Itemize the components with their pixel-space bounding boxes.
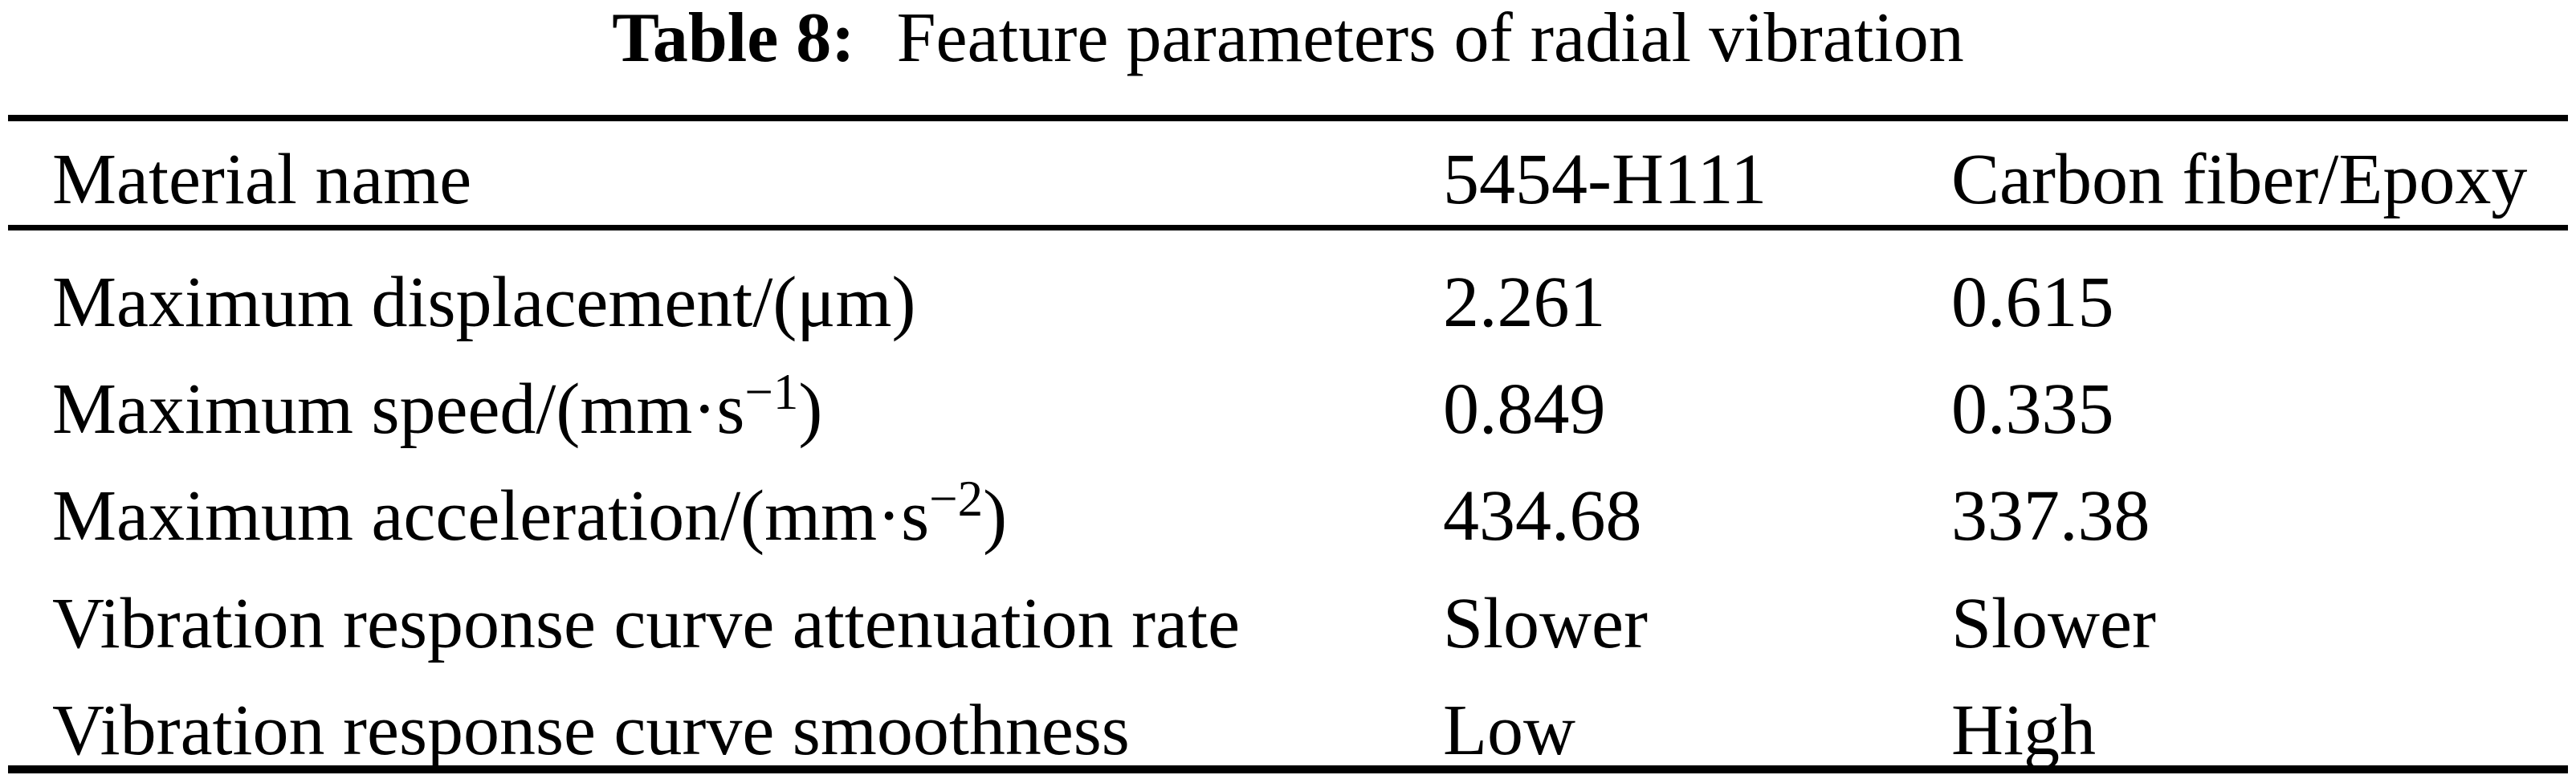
value-5454-h111: 434.68: [1443, 476, 1642, 557]
table-row-max-acceleration: Maximum acceleration/(mm·s−2) 434.68 337…: [8, 444, 2568, 557]
table-caption-text: Feature parameters of radial vibration: [896, 0, 1964, 77]
table-header-rule: [8, 225, 2568, 230]
table-row-attenuation-rate: Vibration response curve attenuation rat…: [8, 552, 2568, 663]
table-caption: Table 8: Feature parameters of radial vi…: [0, 0, 2576, 115]
row-label-superscript: −2: [929, 471, 984, 528]
value-5454-h111: Low: [1443, 690, 1575, 770]
header-material-name: Material name: [52, 140, 472, 219]
value-5454-h111: 0.849: [1443, 369, 1606, 450]
header-material-5454-h111: 5454-H111: [1443, 140, 1767, 219]
table-bottom-rule: [8, 765, 2568, 773]
row-label: Vibration response curve attenuation rat…: [8, 584, 1443, 663]
row-label-text: Vibration response curve smoothness: [52, 690, 1130, 770]
row-label-suffix: ): [798, 369, 823, 450]
row-label-suffix: ): [983, 476, 1008, 557]
table-row-smoothness: Vibration response curve smoothness Low …: [8, 659, 2568, 770]
row-label-text: Maximum displacement/(μm): [52, 263, 916, 343]
row-label-text: Vibration response curve attenuation rat…: [52, 583, 1241, 663]
row-label: Vibration response curve smoothness: [8, 691, 1443, 770]
value-carbon-fiber-epoxy: 337.38: [1951, 476, 2150, 557]
table-top-rule: [8, 115, 2568, 121]
value-carbon-fiber-epoxy: 0.335: [1951, 369, 2114, 450]
value-carbon-fiber-epoxy: Slower: [1951, 583, 2156, 663]
table-caption-number: Table 8:: [612, 0, 855, 77]
row-label-superscript: −1: [744, 364, 799, 421]
table-row-max-speed: Maximum speed/(mm·s−1) 0.849 0.335: [8, 337, 2568, 450]
row-label: Maximum displacement/(μm): [8, 263, 1443, 342]
data-table: Material name 5454-H111 Carbon fiber/Epo…: [8, 115, 2568, 773]
value-5454-h111: Slower: [1443, 583, 1648, 663]
row-label: Maximum speed/(mm·s−1): [8, 367, 1443, 450]
table-row-max-displacement: Maximum displacement/(μm) 2.261 0.615: [8, 230, 2568, 342]
value-carbon-fiber-epoxy: High: [1951, 690, 2096, 770]
header-material-carbon-fiber-epoxy: Carbon fiber/Epoxy: [1951, 140, 2528, 219]
row-label: Maximum acceleration/(mm·s−2): [8, 474, 1443, 557]
row-label-text: Maximum acceleration/(mm·s: [52, 476, 930, 557]
table-header-row: Material name 5454-H111 Carbon fiber/Epo…: [8, 121, 2568, 225]
value-carbon-fiber-epoxy: 0.615: [1951, 263, 2114, 343]
value-5454-h111: 2.261: [1443, 263, 1606, 343]
row-label-text: Maximum speed/(mm·s: [52, 369, 745, 450]
